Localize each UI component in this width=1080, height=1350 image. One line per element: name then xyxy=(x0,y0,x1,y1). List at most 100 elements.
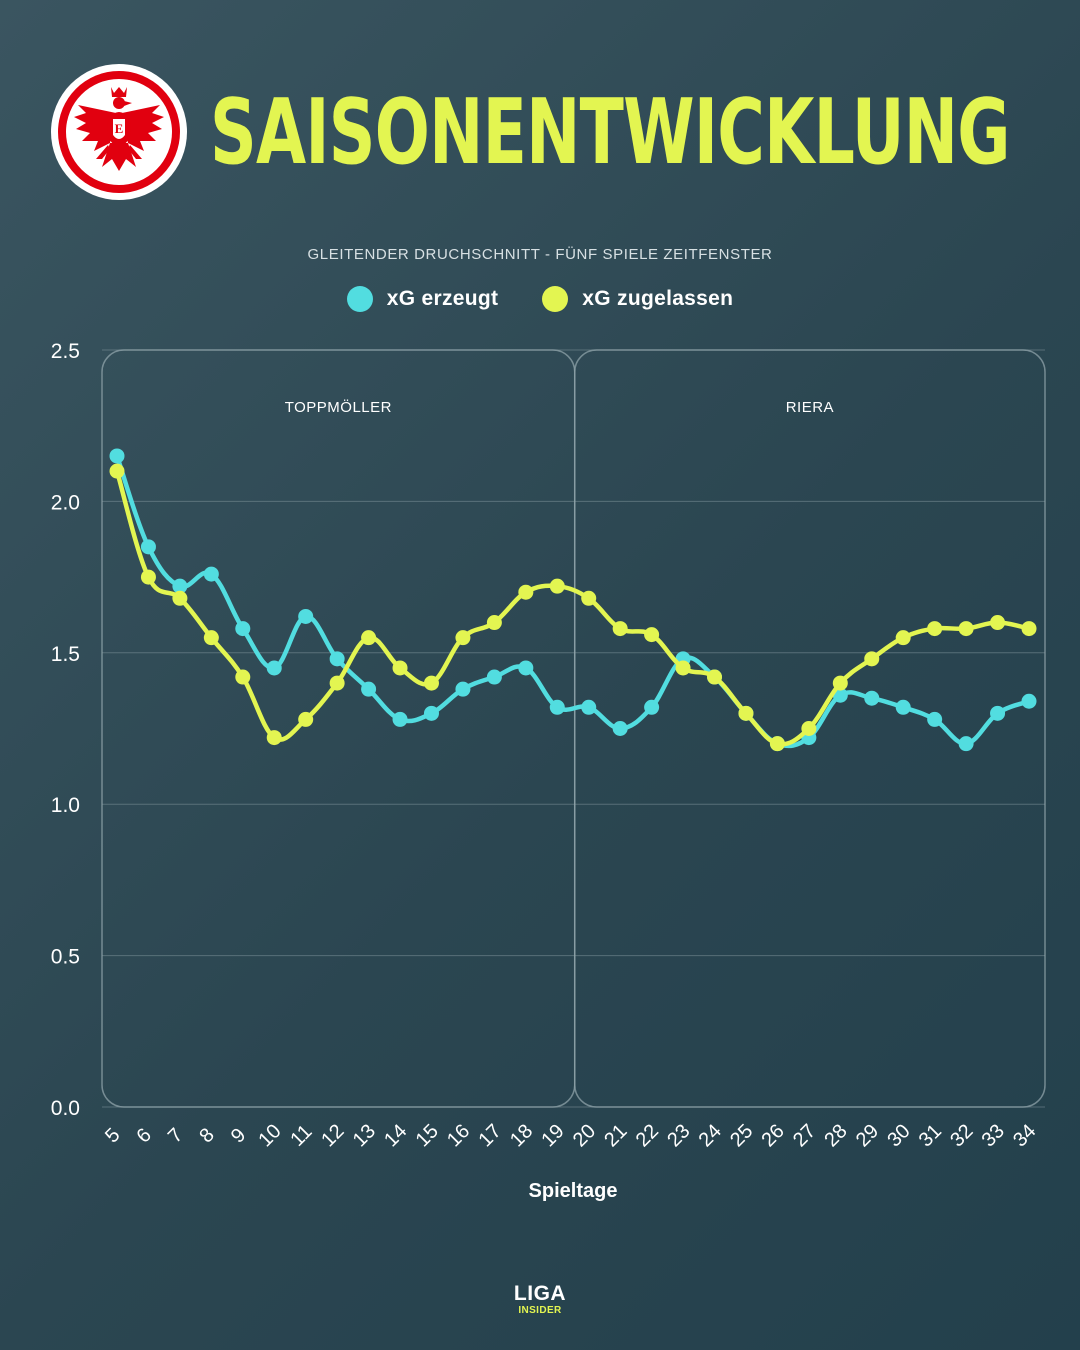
data-point-zugelassen xyxy=(455,630,471,646)
x-tick-label: 14 xyxy=(380,1120,411,1151)
x-tick-label: 24 xyxy=(695,1120,726,1151)
x-tick-label: 28 xyxy=(820,1120,851,1151)
data-point-erzeugt xyxy=(581,699,597,715)
data-point-erzeugt xyxy=(518,660,534,676)
data-point-zugelassen xyxy=(644,627,660,643)
legend-label-zugelassen: xG zugelassen xyxy=(582,287,734,310)
y-tick-label: 0.0 xyxy=(51,1097,80,1120)
data-point-zugelassen xyxy=(707,669,723,685)
data-point-zugelassen xyxy=(140,569,156,585)
phase-box xyxy=(573,349,1046,1108)
data-point-zugelassen xyxy=(298,711,314,727)
x-tick-label: 8 xyxy=(195,1124,218,1147)
y-tick-label: 2.5 xyxy=(51,340,80,363)
x-tick-label: 34 xyxy=(1009,1120,1040,1151)
data-point-zugelassen xyxy=(392,660,408,676)
x-tick-label: 6 xyxy=(132,1124,155,1147)
x-tick-label: 26 xyxy=(758,1120,789,1151)
x-tick-label: 30 xyxy=(883,1120,914,1151)
x-tick-label: 12 xyxy=(317,1120,348,1151)
data-point-erzeugt xyxy=(895,699,911,715)
data-point-zugelassen xyxy=(203,630,219,646)
data-point-erzeugt xyxy=(486,669,502,685)
data-point-erzeugt xyxy=(109,448,125,464)
y-tick-label: 1.0 xyxy=(51,794,80,817)
data-point-zugelassen xyxy=(675,660,691,676)
data-point-erzeugt xyxy=(958,736,974,752)
eintracht-eagle-crest-icon: E xyxy=(50,63,188,201)
data-point-erzeugt xyxy=(235,621,251,637)
legend-marker-erzeugt xyxy=(346,286,373,312)
data-point-erzeugt xyxy=(990,705,1006,721)
brand-logo: LIGA INSIDER xyxy=(0,1283,1080,1316)
legend-marker-zugelassen xyxy=(542,286,569,312)
data-point-zugelassen xyxy=(612,621,628,637)
data-point-zugelassen xyxy=(864,651,880,667)
data-point-zugelassen xyxy=(958,621,974,637)
x-tick-label: 20 xyxy=(569,1120,600,1151)
data-point-erzeugt xyxy=(927,711,943,727)
data-point-zugelassen xyxy=(329,675,345,691)
phase-label: TOPPMÖLLER xyxy=(285,398,392,416)
data-point-zugelassen xyxy=(172,590,188,606)
data-point-zugelassen xyxy=(769,736,785,752)
legend-item-zugelassen: xG zugelassen xyxy=(542,286,733,312)
data-point-zugelassen xyxy=(895,630,911,646)
brand-logo-bottom: INSIDER xyxy=(518,1305,562,1316)
data-point-erzeugt xyxy=(392,711,408,727)
brand-logo-top: LIGA xyxy=(513,1282,567,1305)
data-point-erzeugt xyxy=(455,681,471,697)
data-point-erzeugt xyxy=(361,681,377,697)
data-point-zugelassen xyxy=(266,730,282,746)
data-point-erzeugt xyxy=(203,566,219,582)
data-point-erzeugt xyxy=(140,539,156,555)
data-point-erzeugt xyxy=(1021,693,1037,709)
x-tick-label: 17 xyxy=(474,1120,505,1151)
y-tick-label: 0.5 xyxy=(51,946,80,969)
data-point-zugelassen xyxy=(549,578,565,594)
legend-item-erzeugt: xG erzeugt xyxy=(346,286,499,312)
x-tick-label: 13 xyxy=(349,1120,380,1151)
x-tick-label: 27 xyxy=(789,1120,820,1151)
data-point-zugelassen xyxy=(801,721,817,736)
data-point-zugelassen xyxy=(361,630,377,646)
data-point-erzeugt xyxy=(329,651,345,667)
legend-label-erzeugt: xG erzeugt xyxy=(386,287,499,310)
data-point-zugelassen xyxy=(927,621,943,637)
x-tick-label: 25 xyxy=(726,1120,757,1151)
x-tick-label: 22 xyxy=(632,1120,663,1151)
data-point-erzeugt xyxy=(612,721,628,736)
x-tick-label: 33 xyxy=(978,1120,1009,1151)
svg-text:E: E xyxy=(115,121,124,136)
data-point-erzeugt xyxy=(864,690,880,706)
x-tick-label: 23 xyxy=(663,1120,694,1151)
phase-label: RIERA xyxy=(786,399,834,416)
data-point-zugelassen xyxy=(990,615,1006,631)
x-tick-label: 18 xyxy=(506,1120,537,1151)
data-point-erzeugt xyxy=(266,660,282,676)
chart-subtitle: GLEITENDER DRUCHSCHNITT - FÜNF SPIELE ZE… xyxy=(307,246,773,263)
data-point-zugelassen xyxy=(423,675,439,691)
data-point-erzeugt xyxy=(644,699,660,715)
y-tick-label: 2.0 xyxy=(51,491,80,514)
x-tick-label: 19 xyxy=(537,1120,568,1151)
x-tick-label: 15 xyxy=(412,1120,443,1151)
phase-box xyxy=(101,349,576,1108)
data-point-zugelassen xyxy=(1021,621,1037,637)
x-axis-title: Spieltage xyxy=(529,1180,618,1202)
x-tick-label: 29 xyxy=(852,1120,883,1151)
x-tick-label: 5 xyxy=(101,1124,124,1147)
data-point-zugelassen xyxy=(738,705,754,721)
x-tick-label: 10 xyxy=(254,1120,285,1151)
x-tick-label: 21 xyxy=(600,1120,631,1151)
data-point-zugelassen xyxy=(832,675,848,691)
data-point-zugelassen xyxy=(486,615,502,631)
data-point-zugelassen xyxy=(235,669,251,685)
data-point-zugelassen xyxy=(581,590,597,606)
x-tick-label: 7 xyxy=(164,1124,187,1147)
chart-legend: xG erzeugt xG zugelassen xyxy=(0,286,1080,312)
x-tick-label: 32 xyxy=(946,1120,977,1151)
x-tick-label: 9 xyxy=(227,1124,250,1147)
data-point-zugelassen xyxy=(518,584,534,600)
